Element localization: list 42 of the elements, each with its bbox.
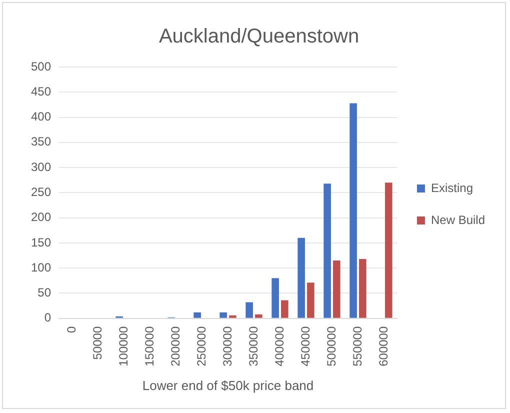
legend-label: Existing: [430, 180, 474, 195]
y-tick-label: 400: [30, 110, 52, 124]
y-tick-label: 250: [30, 184, 52, 199]
x-tick-label: 550000: [350, 326, 364, 366]
x-tick-label: 500000: [324, 326, 338, 366]
bar: [229, 315, 236, 318]
y-tick-label: 200: [30, 210, 52, 224]
x-axis-title: Lower end of $50k price band: [142, 378, 314, 393]
legend-label: New Build: [430, 212, 486, 227]
y-tick-label: 300: [30, 160, 52, 174]
bar: [220, 312, 227, 318]
x-tick-label: 300000: [220, 326, 234, 366]
x-tick-label: 200000: [168, 326, 182, 366]
chart-title: Auckland/Queenstown: [158, 26, 360, 48]
y-tick-label: 100: [30, 260, 52, 274]
y-tick-label: 350: [30, 134, 52, 149]
x-tick-label: 450000: [298, 326, 312, 366]
bar: [350, 103, 357, 318]
x-tick-label: 350000: [246, 326, 260, 366]
bar: [298, 238, 305, 318]
y-tick-label: 450: [30, 84, 52, 98]
y-tick-label: 50: [38, 286, 52, 300]
x-tick-label: 250000: [194, 326, 208, 366]
bar: [307, 282, 314, 318]
x-tick-label: 400000: [272, 326, 286, 366]
bar: [246, 302, 253, 318]
bar: [385, 182, 392, 318]
x-tick-label: 600000: [376, 326, 390, 366]
x-tick-label: 50000: [90, 326, 104, 360]
y-tick-label: 150: [30, 235, 52, 250]
bar: [324, 184, 331, 318]
bar: [359, 259, 366, 318]
y-tick-label: 0: [44, 310, 52, 325]
x-tick-label: 100000: [116, 326, 130, 366]
y-tick-label: 500: [30, 59, 52, 74]
bar: [255, 314, 262, 318]
bar: [333, 260, 340, 318]
bar: [272, 278, 279, 318]
bar: [194, 312, 201, 318]
x-tick-label: 0: [64, 326, 78, 334]
x-tick-label: 150000: [142, 326, 156, 366]
bar: [281, 300, 288, 318]
